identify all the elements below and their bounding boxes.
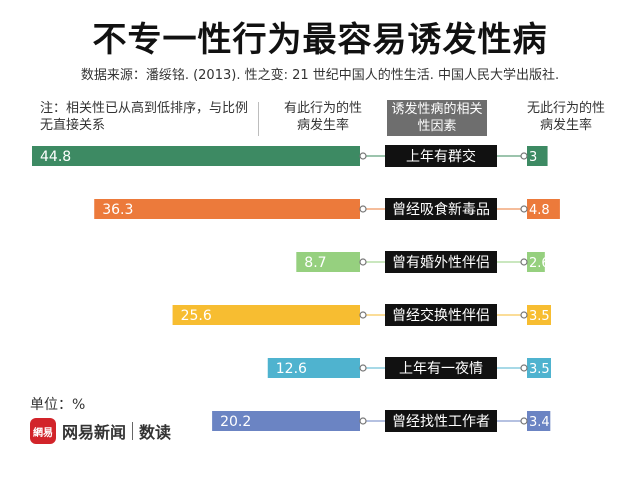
category-label-box — [385, 304, 497, 326]
value-label-without-behavior: 3.5 — [529, 309, 550, 324]
value-label-with-behavior: 36.3 — [102, 202, 133, 218]
bar-without-behavior — [527, 305, 551, 325]
bar-without-behavior — [527, 411, 551, 431]
bar-without-behavior — [527, 252, 545, 272]
sort-note: 注：相关性已从高到低排序，与比例无直接关系 — [40, 101, 249, 133]
bar-with-behavior — [267, 358, 360, 378]
connector-dot-right — [520, 258, 528, 266]
unit-label: 单位：% — [30, 397, 86, 413]
connector-dot-right — [520, 364, 528, 372]
column-header-factor: 诱发性病的相关性因素 — [387, 100, 487, 136]
brand-separator — [132, 422, 134, 440]
connector-dot-right — [520, 311, 528, 319]
category-label: 上年有群交 — [406, 148, 476, 165]
bar-with-behavior — [212, 411, 360, 431]
value-label-without-behavior: 3.5 — [529, 362, 550, 377]
category-label-box — [385, 198, 497, 220]
connector-dot-left — [359, 311, 367, 319]
brand-name: 网易新闻 — [62, 423, 127, 442]
category-label: 上年有一夜情 — [399, 361, 483, 377]
value-label-with-behavior: 25.6 — [181, 308, 212, 324]
category-label: 曾有婚外性伴侣 — [392, 255, 490, 271]
bar-without-behavior — [527, 358, 551, 378]
category-label-box — [385, 251, 497, 273]
chart-title: 不专一性行为最容易诱发性病 — [92, 20, 548, 60]
value-label-with-behavior: 8.7 — [304, 255, 326, 271]
connector-dot-right — [520, 205, 528, 213]
category-label: 曾经找性工作者 — [392, 414, 490, 430]
connector-dot-left — [359, 417, 367, 425]
value-label-without-behavior: 3.4 — [529, 415, 550, 430]
connector-dot-left — [359, 152, 367, 160]
connector-dot-left — [359, 205, 367, 213]
connector-dot-right — [520, 152, 528, 160]
bar-with-behavior — [172, 305, 360, 325]
value-label-without-behavior: 4.8 — [529, 203, 550, 218]
bar-with-behavior — [296, 252, 360, 272]
netease-logo-icon: 網易 — [30, 418, 56, 444]
category-label-box — [385, 145, 497, 167]
category-label: 曾经吸食新毒品 — [392, 201, 490, 218]
bar-without-behavior — [527, 146, 548, 166]
value-label-with-behavior: 20.2 — [220, 414, 251, 430]
value-label-without-behavior: 3 — [529, 150, 537, 165]
value-label-without-behavior: 2.6 — [529, 256, 550, 271]
bar-without-behavior — [527, 199, 560, 219]
column-header-with-behavior: 有此行为的性病发生率 — [283, 101, 362, 133]
bar-with-behavior — [32, 146, 360, 166]
category-label-box — [385, 357, 497, 379]
brand-sub: 数读 — [139, 423, 172, 442]
connector-dot-left — [359, 258, 367, 266]
value-label-with-behavior: 12.6 — [276, 361, 307, 377]
connector-dot-right — [520, 417, 528, 425]
category-label-box — [385, 410, 497, 432]
value-label-with-behavior: 44.8 — [40, 149, 71, 165]
data-source: 数据来源：潘绥铭. (2013). 性之变: 21 世纪中国人的性生活. 中国人… — [80, 68, 560, 83]
column-divider — [258, 102, 259, 136]
column-header-without-behavior: 无此行为的性病发生率 — [526, 101, 605, 133]
connector-dot-left — [359, 364, 367, 372]
brand-logo: 網易 网易新闻 数读 — [30, 418, 171, 444]
bar-with-behavior — [94, 199, 360, 219]
category-label: 曾经交换性伴侣 — [392, 307, 490, 324]
